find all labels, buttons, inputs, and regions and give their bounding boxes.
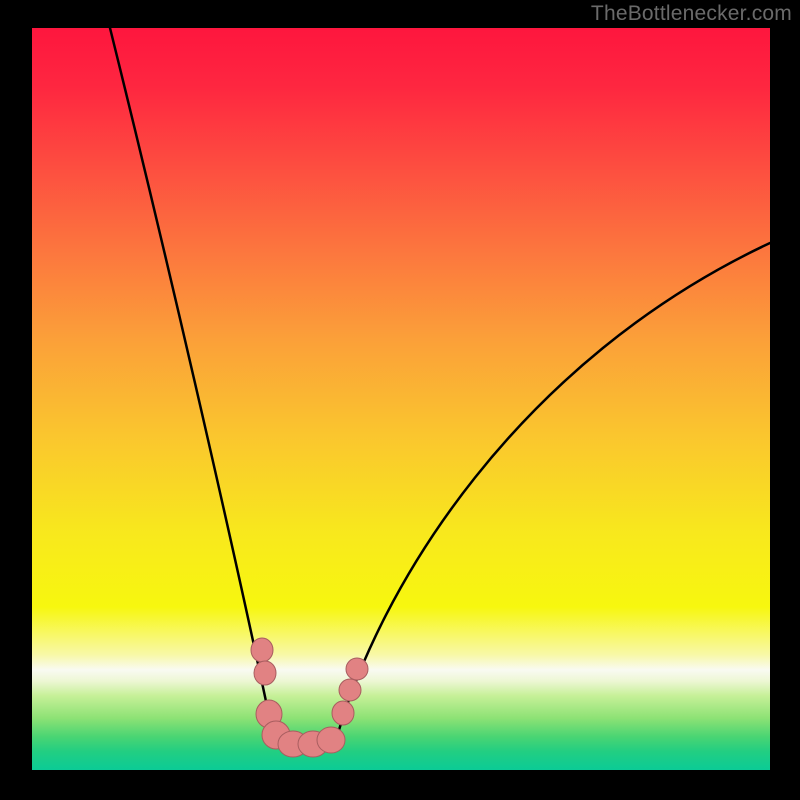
chart-container: TheBottlenecker.com [0,0,800,800]
data-marker [251,638,273,662]
data-marker [339,679,361,701]
data-marker [346,658,368,680]
plot-background [32,28,770,770]
data-marker [317,727,345,753]
data-marker [254,661,276,685]
watermark-text: TheBottlenecker.com [591,2,792,26]
chart-canvas [0,0,800,800]
data-marker [332,701,354,725]
